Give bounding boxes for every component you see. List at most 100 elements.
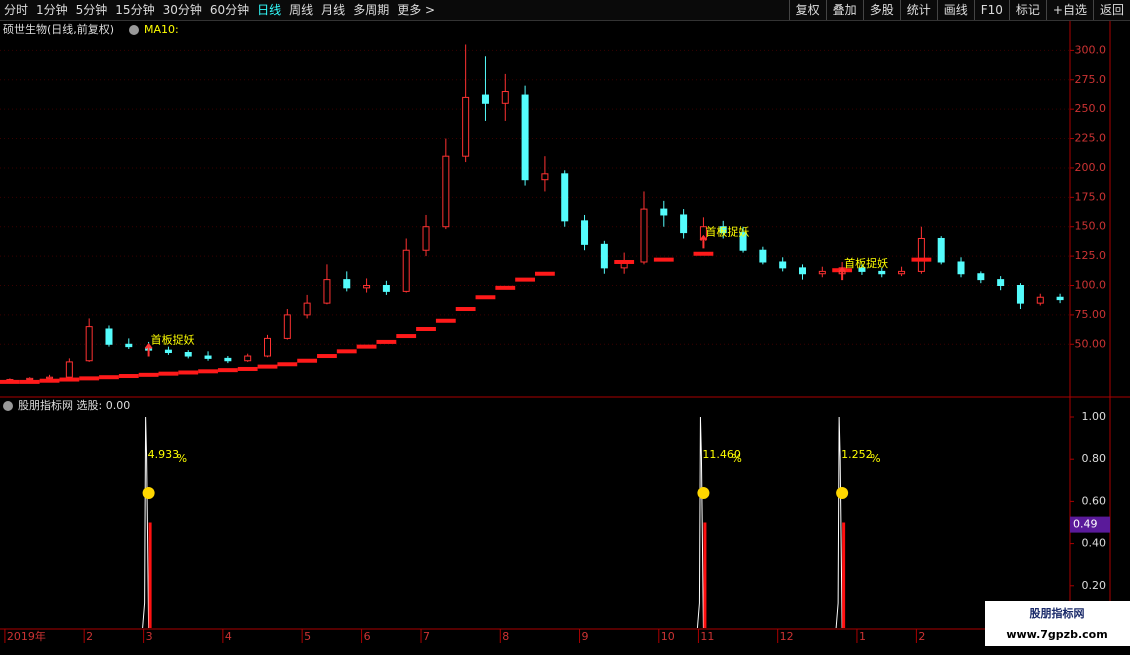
tab[interactable]: 日线 <box>257 3 282 17</box>
signal-arrow <box>699 234 708 249</box>
candle-body <box>680 214 688 234</box>
tab[interactable]: 30分钟 <box>162 3 202 17</box>
ma-mark <box>356 344 377 349</box>
candle-body <box>1016 284 1024 304</box>
candle-body <box>799 267 806 275</box>
signal-bar <box>703 522 707 628</box>
candle-body <box>481 94 489 104</box>
candle-body <box>501 91 509 104</box>
ma-mark <box>39 378 60 383</box>
tab[interactable]: 15分钟 <box>115 3 155 17</box>
candle-body <box>224 357 232 362</box>
candle-body <box>660 208 668 216</box>
smiley <box>697 487 710 499</box>
chart-title: 硕世生物(日线,前复权) <box>3 22 114 36</box>
candle-body <box>164 349 172 354</box>
candle-body <box>957 261 965 275</box>
ma-mark <box>118 374 139 379</box>
candle-body <box>184 352 192 357</box>
candle-body <box>283 314 291 339</box>
tab[interactable]: 5分钟 <box>75 3 108 17</box>
tab[interactable]: 周线 <box>289 3 314 17</box>
candle-body <box>759 249 767 263</box>
button[interactable]: 标记 <box>1008 0 1046 20</box>
y-tick-label: 125.0 <box>1075 249 1107 262</box>
candle-body <box>264 337 271 357</box>
y-tick-label: 150.0 <box>1075 220 1107 233</box>
x-tick-label: 3 <box>146 630 153 643</box>
candle-body <box>1036 296 1044 304</box>
ma-mark <box>495 285 516 290</box>
tab[interactable]: 1分钟 <box>36 3 68 17</box>
x-tick-label: 11 <box>700 630 714 643</box>
x-tick-label: 1 <box>859 630 866 643</box>
button[interactable]: 返回 <box>1092 0 1130 20</box>
candle-body <box>363 284 371 289</box>
ma-mark <box>455 307 476 312</box>
ma-mark <box>653 257 674 262</box>
chart-title: 股朋指标网 选股: 0.00 <box>18 398 130 412</box>
y-tick-label: 175.0 <box>1075 190 1107 203</box>
ma-mark <box>416 326 436 331</box>
tab[interactable]: 更多 > <box>397 3 436 17</box>
button[interactable]: F10 <box>973 0 1009 20</box>
ma-mark <box>535 271 555 276</box>
candle-body <box>402 249 410 292</box>
button[interactable]: 多股 <box>862 0 900 20</box>
tabs: 分时 1分钟 5分钟 15分钟 30分钟 60分钟 日线 周线 月线 多周期 更多 > <box>0 0 439 20</box>
ma-mark <box>217 368 238 373</box>
ma-mark <box>297 358 318 363</box>
button[interactable]: 画线 <box>936 0 974 20</box>
chart-area: 硕世生物(日线,前复权) MA10:股朋指标网 选股: 0.00300.0275.… <box>0 21 1130 646</box>
button[interactable]: 统计 <box>899 0 937 20</box>
candle-body <box>442 155 450 228</box>
tab[interactable]: 分时 <box>4 3 29 17</box>
candle-body <box>462 96 470 157</box>
candle-body <box>26 377 34 381</box>
signal-arrow <box>144 342 153 357</box>
candle-body <box>85 326 93 362</box>
button[interactable]: 复权 <box>788 0 826 20</box>
x-tick-label: 6 <box>364 630 371 643</box>
annotation: 首板捉妖 <box>844 256 888 270</box>
button[interactable]: 叠加 <box>825 0 863 20</box>
x-tick-label: 12 <box>780 630 794 643</box>
ma-mark <box>693 251 714 256</box>
cursor-label: 0.49 <box>1073 518 1098 531</box>
y-tick-label: 200.0 <box>1075 161 1107 174</box>
candle-body <box>977 273 985 281</box>
signal-spike <box>142 416 150 629</box>
candle-body <box>818 270 826 275</box>
candle-body <box>541 173 549 181</box>
candle-body <box>204 355 212 359</box>
x-tick-label: 7 <box>423 630 430 643</box>
y-tick-label: 0.60 <box>1082 494 1107 507</box>
tab[interactable]: 月线 <box>321 3 346 17</box>
y-tick-label: 100.0 <box>1075 278 1107 291</box>
candle-body <box>640 208 648 263</box>
candle-body <box>65 361 73 378</box>
annotation: 首板捉妖 <box>705 224 749 238</box>
ma-mark <box>317 354 337 359</box>
candle-body <box>779 261 787 269</box>
ma-mark <box>138 372 159 377</box>
x-tick-label: 4 <box>225 630 232 643</box>
y-tick-label: 250.0 <box>1075 102 1107 115</box>
candle-body <box>323 279 331 304</box>
x-tick-label: 2 <box>918 630 925 643</box>
tab[interactable]: 多周期 <box>353 3 390 17</box>
ma-mark <box>376 339 397 344</box>
button[interactable]: +自选 <box>1045 0 1093 20</box>
ma-mark <box>158 371 179 376</box>
cursor-box <box>1070 516 1110 533</box>
collapse-icon <box>3 401 13 411</box>
ma-mark <box>178 370 199 375</box>
x-tick-label: 8 <box>502 630 509 643</box>
x-tick-label: 5 <box>304 630 311 643</box>
ma-mark <box>257 364 278 369</box>
x-tick-label: 2 <box>86 630 93 643</box>
tab[interactable]: 60分钟 <box>209 3 250 17</box>
ma-mark <box>475 295 496 300</box>
annotation: 首板捉妖 <box>151 333 195 347</box>
